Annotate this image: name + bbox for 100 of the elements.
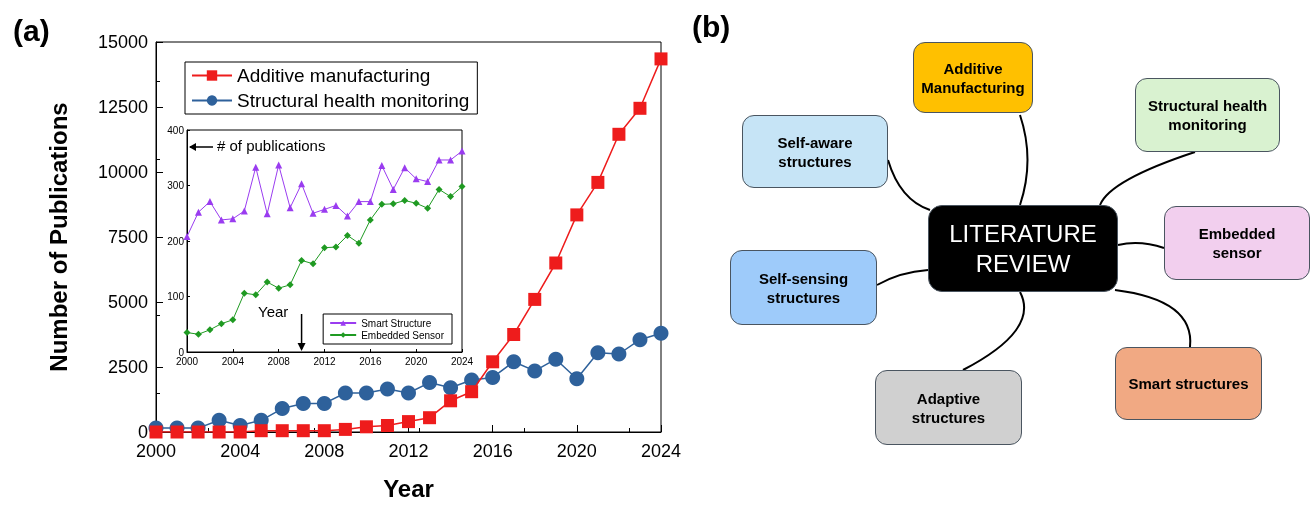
point <box>379 381 395 397</box>
point <box>389 185 397 193</box>
point <box>194 330 202 338</box>
point <box>401 385 416 401</box>
point <box>424 178 432 186</box>
x-tick-label: 2000 <box>135 441 177 461</box>
point <box>183 329 191 337</box>
point <box>149 425 163 439</box>
point <box>412 199 420 207</box>
x-tick-label: 2024 <box>450 355 474 367</box>
point <box>170 425 184 439</box>
point <box>338 422 352 436</box>
legend-label: Structural health monitoring <box>237 90 470 111</box>
node-box: Self-aware structures <box>742 115 888 188</box>
point <box>191 425 205 439</box>
point <box>401 196 409 204</box>
point <box>229 316 237 324</box>
point <box>194 208 202 216</box>
point <box>458 147 466 155</box>
x-axis-title: Year <box>258 303 289 320</box>
point <box>570 208 584 222</box>
y-tick-label: 2500 <box>107 357 148 377</box>
point <box>548 351 564 367</box>
point <box>298 256 306 264</box>
point <box>366 198 374 206</box>
point <box>252 291 260 299</box>
node-box: LITERATURE REVIEW <box>928 205 1118 292</box>
point <box>317 424 331 438</box>
point <box>359 420 373 434</box>
point <box>378 162 386 170</box>
point <box>485 369 501 385</box>
point <box>343 231 351 239</box>
point <box>275 284 283 292</box>
y-tick-label: 7500 <box>107 227 148 247</box>
point <box>254 424 268 438</box>
legend-label: Embedded Sensor <box>361 329 445 341</box>
point <box>443 380 459 396</box>
point <box>507 328 521 341</box>
y-tick-label: 400 <box>167 124 185 136</box>
y-tick-label: 0 <box>137 422 148 442</box>
point <box>633 101 647 115</box>
point <box>378 200 386 208</box>
node-box: Additive Manufacturing <box>913 42 1033 113</box>
point <box>528 292 542 306</box>
point <box>612 127 626 141</box>
point <box>654 52 668 66</box>
point <box>424 204 432 212</box>
y-tick-label: 300 <box>167 180 185 191</box>
x-tick-label: 2016 <box>472 441 513 461</box>
point <box>591 175 605 189</box>
point <box>389 200 397 208</box>
node-box: Smart structures <box>1115 347 1262 420</box>
point <box>309 209 317 217</box>
point <box>298 180 306 188</box>
point <box>274 401 290 417</box>
point <box>212 425 226 439</box>
x-tick-label: 2012 <box>388 441 429 461</box>
legend-label: Additive manufacturing <box>237 65 431 86</box>
point <box>422 375 438 391</box>
point <box>590 345 606 361</box>
y-tick-label: 100 <box>167 291 185 302</box>
point <box>332 243 340 251</box>
point <box>465 385 479 399</box>
point <box>366 216 374 224</box>
x-tick-label: 2008 <box>267 355 291 367</box>
point <box>206 326 214 334</box>
x-tick-label: 2008 <box>304 441 345 461</box>
point <box>549 256 563 270</box>
y-tick-label: 200 <box>167 235 185 247</box>
point <box>183 233 191 241</box>
point <box>252 163 260 171</box>
point <box>321 244 328 252</box>
x-tick-label: 2020 <box>405 355 428 367</box>
point <box>527 363 543 379</box>
text: (b) <box>692 10 731 44</box>
point <box>309 260 317 268</box>
x-tick-label: 2016 <box>359 355 382 367</box>
point <box>286 204 294 212</box>
point <box>458 183 466 191</box>
chart-title: (a) <box>13 13 50 47</box>
x-tick-label: 2000 <box>175 355 199 367</box>
point <box>358 385 374 401</box>
point <box>343 212 351 220</box>
point <box>506 354 522 370</box>
point <box>444 394 458 408</box>
y-tick-label: 5000 <box>107 292 148 312</box>
y-axis-title: Number of Publications <box>44 102 72 372</box>
point <box>402 415 415 429</box>
point <box>569 371 585 387</box>
point <box>275 424 289 438</box>
point <box>286 281 294 289</box>
point <box>240 207 248 215</box>
point <box>263 278 271 286</box>
y-tick-label: 0 <box>178 346 185 358</box>
point <box>233 425 247 439</box>
point <box>337 385 353 401</box>
point <box>295 395 311 411</box>
point <box>355 239 363 247</box>
x-tick-label: 2012 <box>313 355 337 367</box>
point <box>296 424 310 438</box>
